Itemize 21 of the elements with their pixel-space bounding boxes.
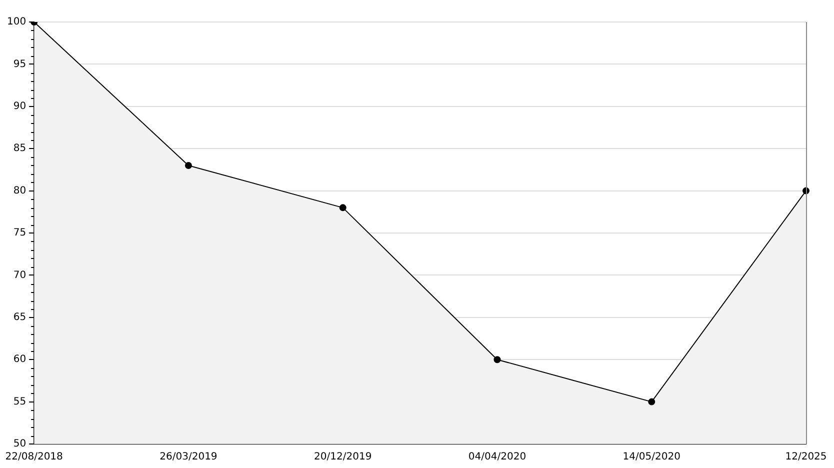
x-tick-label: 26/03/2019 [160,452,218,463]
y-tick-label: 85 [13,143,26,154]
x-tick-label: 12/2025 [785,452,827,463]
point [648,398,656,406]
y-tick-label: 60 [13,354,26,366]
y-tick-label: 90 [13,100,26,112]
x-tick-label: 22/08/2018 [5,452,63,463]
y-tick-label: 75 [13,228,26,239]
y-tick-label: 55 [13,396,26,408]
y-tick-label: 80 [13,185,26,196]
y-tick-label: 95 [13,58,26,70]
y-tick-label: 50 [13,438,26,450]
x-tick-label: 14/05/2020 [622,452,680,463]
point [494,356,501,364]
y-tick-label: 65 [13,312,26,323]
point [184,162,192,169]
x-tick-label: 20/12/2019 [314,452,372,463]
y-tick-label: 70 [13,270,26,281]
x-tick-label: 04/04/2020 [468,452,526,463]
point [339,204,346,212]
y-tick-label: 100 [6,16,26,28]
